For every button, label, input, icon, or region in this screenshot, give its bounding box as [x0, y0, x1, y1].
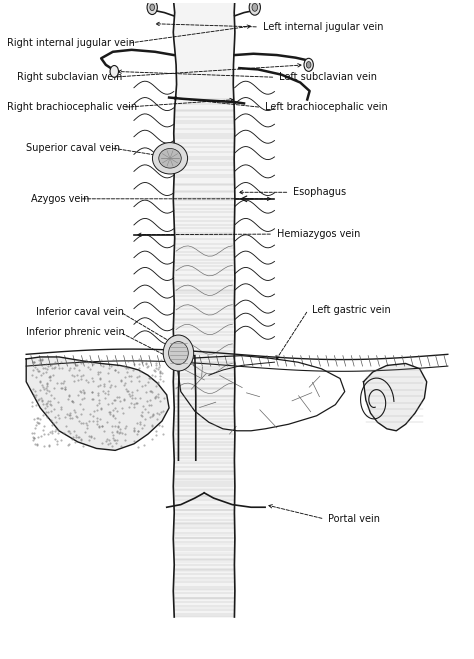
Circle shape	[110, 65, 118, 77]
Circle shape	[306, 61, 311, 68]
Text: Left gastric vein: Left gastric vein	[312, 305, 391, 315]
Text: Superior caval vein: Superior caval vein	[26, 143, 120, 153]
Text: Right brachiocephalic vein: Right brachiocephalic vein	[8, 102, 137, 112]
Polygon shape	[26, 357, 169, 450]
Ellipse shape	[163, 335, 194, 371]
Circle shape	[304, 58, 313, 71]
Ellipse shape	[169, 341, 188, 364]
Text: Portal vein: Portal vein	[328, 514, 380, 524]
Text: Left subclavian vein: Left subclavian vein	[279, 72, 377, 82]
Text: Inferior phrenic vein: Inferior phrenic vein	[26, 327, 125, 337]
Text: Left internal jugular vein: Left internal jugular vein	[263, 22, 383, 32]
Text: Esophagus: Esophagus	[293, 187, 346, 197]
Circle shape	[249, 0, 260, 15]
Text: Azygos vein: Azygos vein	[31, 194, 89, 204]
Polygon shape	[173, 3, 235, 617]
Text: Inferior caval vein: Inferior caval vein	[36, 307, 124, 317]
Ellipse shape	[159, 148, 181, 168]
Circle shape	[252, 3, 257, 11]
Circle shape	[147, 0, 157, 14]
Text: Left brachiocephalic vein: Left brachiocephalic vein	[265, 102, 388, 112]
Text: Right internal jugular vein: Right internal jugular vein	[8, 38, 136, 48]
Circle shape	[150, 4, 155, 11]
Polygon shape	[364, 364, 427, 431]
Text: Hemiazygos vein: Hemiazygos vein	[277, 229, 360, 239]
Text: Right subclavian vein: Right subclavian vein	[17, 72, 122, 82]
Ellipse shape	[153, 142, 188, 174]
